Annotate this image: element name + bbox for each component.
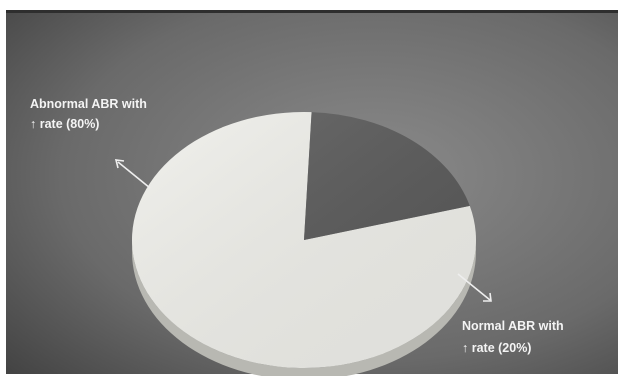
panel-top-edge [6, 10, 618, 13]
label-abnormal-line1: Abnormal ABR with [30, 97, 147, 111]
label-normal-line1: Normal ABR with [462, 319, 564, 333]
pie-slices [131, 111, 476, 368]
label-normal-line2: ↑ rate (20%) [462, 341, 531, 355]
pie-sheen [132, 112, 476, 368]
leader-arrow-normal [457, 273, 492, 302]
leader-arrow-abnormal [114, 159, 151, 189]
label-abnormal-line2: ↑ rate (80%) [30, 117, 99, 131]
